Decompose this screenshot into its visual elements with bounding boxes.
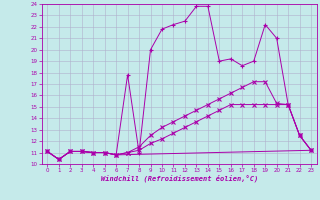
X-axis label: Windchill (Refroidissement éolien,°C): Windchill (Refroidissement éolien,°C) [100,175,258,182]
